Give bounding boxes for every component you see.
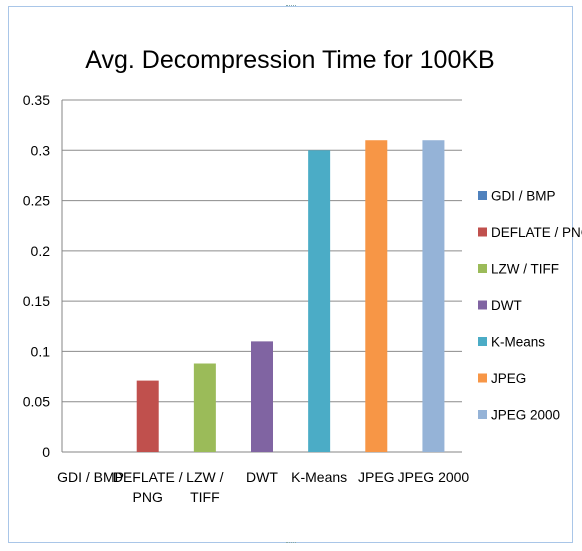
x-tick-label: LZW / TIFF xyxy=(186,469,223,505)
x-tick-label: DEFLATE / PNG xyxy=(113,469,183,505)
bars xyxy=(136,140,445,453)
bar-lzw-tiff xyxy=(193,363,216,452)
bar-dwt xyxy=(251,341,273,452)
y-tick-label: 0.15 xyxy=(23,293,50,309)
resize-handle-top[interactable] xyxy=(286,5,296,9)
legend-label: DWT xyxy=(491,298,522,313)
legend-swatch xyxy=(478,191,487,200)
legend-label: LZW / TIFF xyxy=(491,262,559,277)
x-tick-label: DWT xyxy=(246,469,278,485)
bar-jpeg-2000 xyxy=(422,140,445,452)
y-axis-tick-labels: 0 0.05 0.1 0.15 0.2 0.25 0.3 0.35 xyxy=(23,92,50,460)
chart-frame xyxy=(8,6,573,543)
legend-swatch xyxy=(478,373,487,383)
legend-label: JPEG xyxy=(491,371,526,386)
legend-swatch xyxy=(478,300,487,310)
legend-swatch xyxy=(478,410,487,419)
y-tick-label: 0.2 xyxy=(31,243,51,259)
bar-k-means xyxy=(308,150,331,453)
y-tick-label: 0.35 xyxy=(23,92,50,108)
y-tick-label: 0.05 xyxy=(23,394,50,410)
legend-label: JPEG 2000 xyxy=(491,408,560,423)
y-tick-label: 0.3 xyxy=(31,142,51,158)
legend-label: DEFLATE / PNG xyxy=(491,225,582,240)
legend-swatch xyxy=(478,337,487,346)
y-tick-label: 0 xyxy=(42,444,50,460)
bar-deflate-png xyxy=(136,380,159,452)
x-tick-label: K-Means xyxy=(291,469,347,485)
legend-label: K-Means xyxy=(491,335,545,350)
bar-jpeg xyxy=(365,140,388,452)
x-tick-label: GDI / BMP xyxy=(57,469,124,485)
x-tick-label: JPEG xyxy=(358,469,395,485)
legend-swatch xyxy=(478,264,487,273)
chart-title: Avg. Decompression Time for 100KB xyxy=(85,46,494,74)
legend-swatch xyxy=(478,227,487,237)
x-tick-label: JPEG 2000 xyxy=(398,469,470,485)
legend-label: GDI / BMP xyxy=(491,189,556,204)
y-tick-label: 0.1 xyxy=(31,343,51,359)
resize-handle-bottom[interactable] xyxy=(286,542,296,546)
legend: GDI / BMP DEFLATE / PNG LZW / TIFF DWT K-Mea… xyxy=(478,189,582,423)
y-tick-label: 0.25 xyxy=(23,193,50,209)
